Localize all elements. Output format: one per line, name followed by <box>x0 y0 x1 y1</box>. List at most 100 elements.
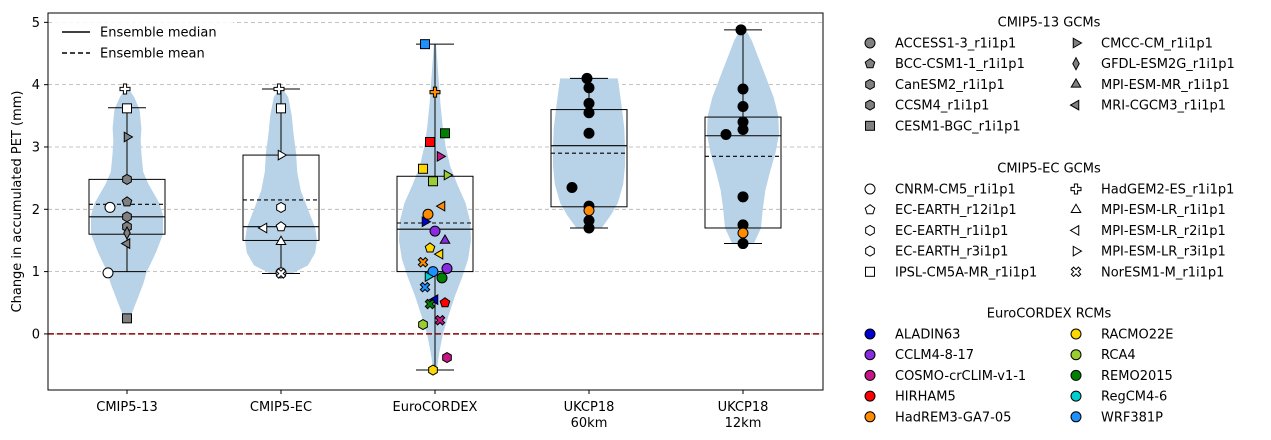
legend-label: CCLM4-8-17 <box>895 348 974 363</box>
legend-label: REMO2015 <box>1101 369 1173 384</box>
data-point <box>121 196 133 207</box>
legend-label: HadGEM2-ES_r1i1p1 <box>1101 183 1234 198</box>
stats-legend-bg <box>55 20 233 68</box>
legend-marker <box>865 78 875 90</box>
data-point <box>566 181 578 193</box>
legend-marker <box>865 245 875 257</box>
y-axis-label: Change in accumulated PET (mm) <box>10 91 25 313</box>
x-tick-label: EuroCORDEX <box>393 400 478 415</box>
legend-section: CMIP5-EC GCMs CNRM-CM5_r1i1p1 EC-EARTH_r12… <box>864 162 1234 280</box>
legend-marker <box>1070 390 1082 402</box>
data-point <box>276 103 286 114</box>
data-point <box>436 150 447 162</box>
legend-label: ACCESS1-3_r1i1p1 <box>895 37 1016 52</box>
legend-section-title: CMIP5-13 GCMs <box>998 16 1101 31</box>
x-tick-label-line2: 12km <box>725 416 762 431</box>
legend-marker <box>864 411 876 423</box>
legend-marker <box>1069 99 1080 111</box>
legend-marker <box>1070 183 1082 195</box>
data-point <box>257 222 268 234</box>
x-tick-label: UKCP18 <box>564 400 615 415</box>
legend-label: CMCC-CM_r1i1p1 <box>1101 37 1213 52</box>
legend-marker <box>864 369 876 381</box>
legend-marker <box>1070 77 1082 88</box>
legend-label: CESM1-BGC_r1i1p1 <box>895 119 1021 134</box>
data-point <box>417 256 429 268</box>
data-point <box>583 82 595 94</box>
legend-marker <box>864 37 876 49</box>
x-tick-label: CMIP5-EC <box>250 400 312 415</box>
data-point <box>275 235 287 245</box>
violin <box>399 44 471 371</box>
legend-label: HIRHAM5 <box>895 390 956 405</box>
legend-marker <box>1072 245 1083 257</box>
legend-label: EC-EARTH_r1i1p1 <box>895 224 1008 239</box>
data-point <box>583 127 595 139</box>
legend-marker <box>865 120 875 131</box>
data-point <box>421 216 432 228</box>
data-point <box>102 267 114 279</box>
legend-marker <box>865 266 875 277</box>
data-point <box>737 238 749 250</box>
legend: CMIP5-13 GCMs ACCESS1-3_r1i1p1 BCC-CSM1-1_… <box>864 16 1235 425</box>
violin <box>707 29 779 244</box>
data-point <box>583 205 595 217</box>
data-point <box>439 297 451 308</box>
legend-label: COSMO-crCLIM-v1-1 <box>895 369 1026 384</box>
data-point <box>422 208 434 220</box>
data-point <box>428 364 438 376</box>
data-point <box>418 318 428 331</box>
legend-label: CNRM-CM5_r1i1p1 <box>895 183 1016 198</box>
legend-marker <box>1070 203 1082 213</box>
data-point <box>429 86 441 98</box>
legend-marker <box>865 224 875 236</box>
legend-label: RegCM4-6 <box>1101 390 1167 405</box>
legend-label: MPI-ESM-MR_r1i1p1 <box>1101 78 1230 93</box>
legend-marker <box>865 99 875 111</box>
legend-marker <box>1072 37 1083 49</box>
data-point <box>119 83 131 95</box>
data-point <box>583 107 595 119</box>
stats-legend-label: Ensemble mean <box>100 47 205 62</box>
data-point <box>122 211 132 223</box>
x-tick-label-line2: 60km <box>571 416 608 431</box>
data-point <box>720 129 732 141</box>
data-point <box>435 200 446 212</box>
data-point <box>424 242 436 253</box>
data-point <box>275 268 287 279</box>
legend-label: BCC-CSM1-1_r1i1p1 <box>895 57 1025 72</box>
data-point <box>434 314 446 326</box>
legend-marker <box>864 183 876 195</box>
data-point <box>273 83 285 95</box>
legend-section-title: EuroCORDEX RCMs <box>987 307 1112 322</box>
data-point <box>735 24 747 36</box>
y-tick-label: 1 <box>32 265 40 280</box>
y-tick-label: 3 <box>32 140 40 155</box>
stats-legend: Ensemble median Ensemble mean <box>55 20 233 68</box>
legend-label: ALADIN63 <box>895 328 960 343</box>
data-point <box>120 237 131 250</box>
legend-marker <box>864 58 876 69</box>
legend-label: RCA4 <box>1101 348 1136 363</box>
data-point <box>277 149 288 161</box>
legend-label: CCSM4_r1i1p1 <box>895 99 989 114</box>
legend-marker <box>1072 56 1080 71</box>
data-point <box>123 131 134 143</box>
legend-section-title: CMIP5-EC GCMs <box>997 162 1101 177</box>
data-point <box>737 124 749 136</box>
group-cmip5-13 <box>88 83 166 324</box>
y-tick-label: 0 <box>32 327 40 342</box>
data-point <box>122 313 132 324</box>
legend-marker <box>1070 328 1082 340</box>
legend-label: NorESM1-M_r1i1p1 <box>1101 265 1224 280</box>
data-point <box>737 100 749 112</box>
legend-marker <box>864 390 876 402</box>
legend-label: CanESM2_r1i1p1 <box>895 78 1005 93</box>
legend-marker <box>1070 266 1082 278</box>
data-point <box>428 176 438 187</box>
data-point <box>433 248 444 260</box>
legend-marker <box>1070 369 1082 381</box>
data-point <box>442 352 452 364</box>
legend-label: MPI-ESM-LR_r2i1p1 <box>1101 224 1226 239</box>
